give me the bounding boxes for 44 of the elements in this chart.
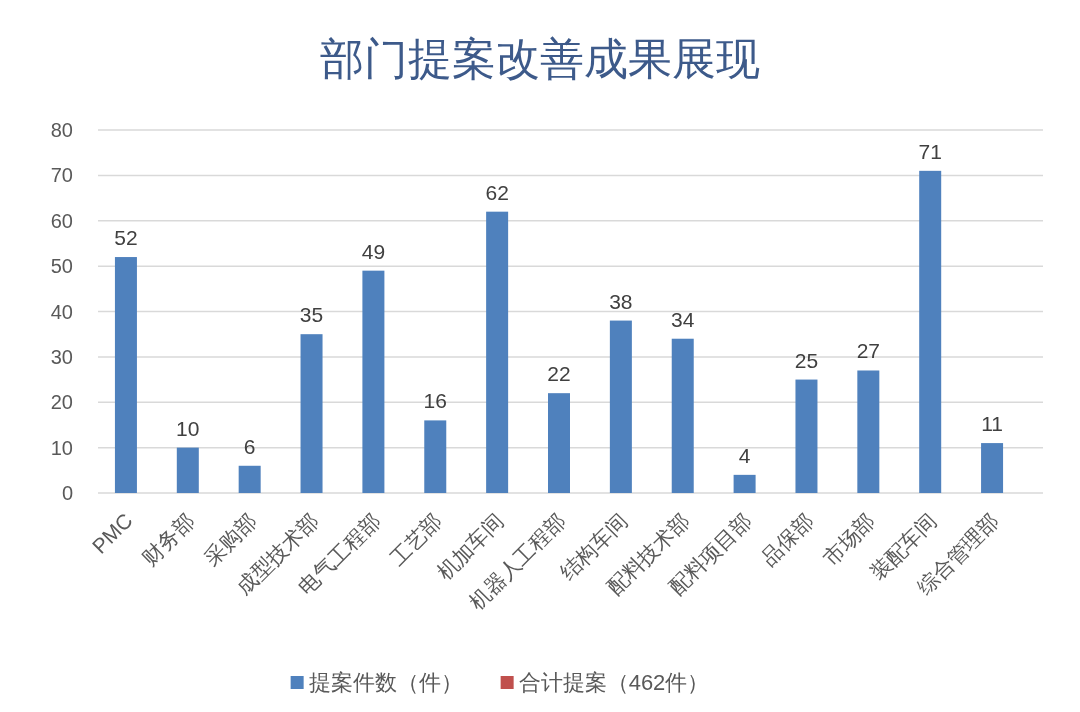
legend-label: 提案件数（件） xyxy=(308,670,463,695)
bar xyxy=(548,393,570,493)
y-tick-label: 30 xyxy=(50,345,73,368)
data-label: 6 xyxy=(243,434,256,458)
bar xyxy=(981,443,1004,493)
bar xyxy=(795,379,818,493)
data-label: 16 xyxy=(423,389,447,413)
y-tick-label: 70 xyxy=(50,164,73,187)
data-label: 4 xyxy=(738,443,751,467)
title: 部门提案改善成果展现 xyxy=(320,35,760,84)
bar xyxy=(176,447,199,493)
bar xyxy=(362,270,385,493)
data-label: 25 xyxy=(794,348,819,372)
bar xyxy=(300,334,323,493)
y-tick-label: 20 xyxy=(50,391,73,414)
bar xyxy=(486,211,509,493)
data-label: 49 xyxy=(361,239,386,263)
y-tick-label: 80 xyxy=(50,119,73,141)
x-tick-label: 财务部 xyxy=(137,508,199,570)
data-label: 11 xyxy=(981,412,1003,436)
y-tick-label: 10 xyxy=(50,436,73,459)
bar xyxy=(424,420,447,493)
data-label: 71 xyxy=(918,139,942,163)
y-tick-label: 0 xyxy=(61,482,73,504)
y-tick-label: 40 xyxy=(50,300,73,323)
data-label: 22 xyxy=(547,362,571,386)
x-tick-label: 品保部 xyxy=(756,508,818,570)
data-label: 10 xyxy=(176,416,200,440)
data-label: 62 xyxy=(485,180,509,204)
legend-label: 合计提案（462件） xyxy=(518,670,710,695)
bar xyxy=(857,370,880,493)
data-label: 38 xyxy=(609,289,633,313)
bar xyxy=(238,465,261,493)
y-tick-label: 50 xyxy=(50,255,73,278)
bar xyxy=(733,474,756,493)
bar xyxy=(114,257,137,493)
y-tick-label: 60 xyxy=(50,209,73,232)
bar xyxy=(919,170,942,493)
bar xyxy=(609,320,632,493)
data-label: 52 xyxy=(114,226,138,250)
data-label: 27 xyxy=(856,339,881,363)
data-label: 35 xyxy=(299,303,324,327)
data-label: 34 xyxy=(671,307,695,331)
bar xyxy=(671,338,694,493)
